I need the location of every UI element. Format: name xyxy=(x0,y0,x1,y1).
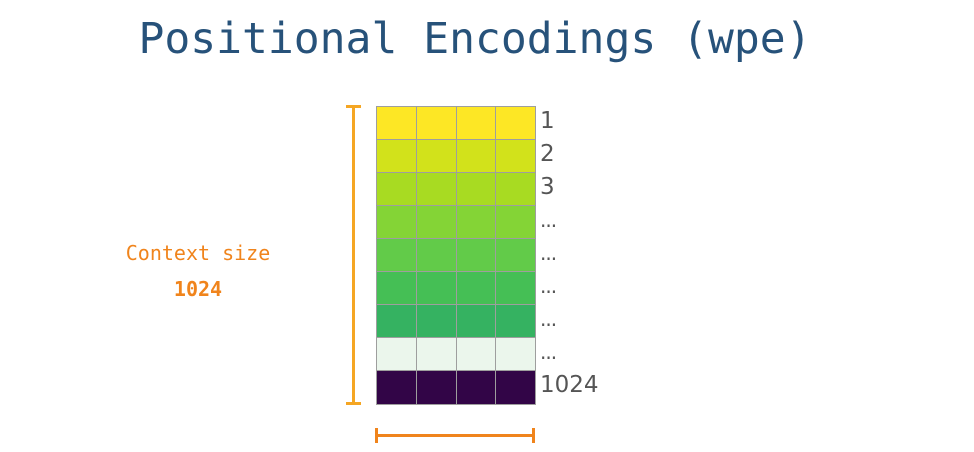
horizontal-bracket-left-cap xyxy=(375,428,378,443)
matrix-cell xyxy=(455,271,497,306)
row-label: ... xyxy=(540,274,557,298)
page-title: Positional Encodings (wpe) xyxy=(138,14,812,64)
row-label: 2 xyxy=(540,141,555,167)
matrix-cell xyxy=(415,139,457,174)
matrix-cell xyxy=(455,337,497,372)
matrix-cell xyxy=(455,106,497,141)
matrix-row xyxy=(376,238,536,273)
matrix-cell xyxy=(415,304,457,339)
matrix-cell xyxy=(455,370,497,405)
row-label: ... xyxy=(540,208,557,232)
matrix-cell xyxy=(415,205,457,240)
matrix-cell xyxy=(455,172,497,207)
matrix-cell xyxy=(376,139,417,174)
matrix-row xyxy=(376,271,536,306)
matrix-cell xyxy=(415,370,457,405)
matrix-cell xyxy=(455,139,497,174)
matrix-cell xyxy=(495,337,536,372)
vertical-bracket-bottom-cap xyxy=(346,402,361,405)
matrix-cell xyxy=(495,139,536,174)
row-label: 1 xyxy=(540,108,555,134)
row-labels: 1 2 3............... 1024 xyxy=(540,105,599,402)
horizontal-bracket-right-cap xyxy=(532,428,535,443)
matrix-row xyxy=(376,370,536,405)
matrix-cell xyxy=(415,337,457,372)
matrix-cell xyxy=(495,304,536,339)
context-size-value: 1024 xyxy=(173,277,223,301)
matrix-cell xyxy=(455,304,497,339)
matrix-cell xyxy=(495,271,536,306)
matrix-row xyxy=(376,337,536,372)
matrix-cell xyxy=(376,304,417,339)
matrix-cell xyxy=(376,172,417,207)
matrix-cell xyxy=(376,238,417,273)
horizontal-bracket-line xyxy=(376,434,534,437)
matrix-cell xyxy=(495,205,536,240)
matrix-cell xyxy=(415,172,457,207)
matrix-row xyxy=(376,139,536,174)
matrix-cell xyxy=(376,205,417,240)
context-size-label: Context size xyxy=(125,241,271,265)
matrix-cell xyxy=(376,370,417,405)
row-label: 1024 xyxy=(540,372,599,398)
matrix-cell xyxy=(455,238,497,273)
matrix-cell xyxy=(495,238,536,273)
matrix-cell xyxy=(376,106,417,141)
matrix-row xyxy=(376,304,536,339)
matrix-cell xyxy=(495,370,536,405)
matrix-cell xyxy=(455,205,497,240)
matrix-cell xyxy=(376,337,417,372)
row-label: ... xyxy=(540,340,557,364)
matrix-row xyxy=(376,172,536,207)
vertical-bracket-line xyxy=(352,106,355,405)
matrix-cell xyxy=(415,106,457,141)
matrix-cell xyxy=(415,271,457,306)
row-label: ... xyxy=(540,307,557,331)
row-label: ... xyxy=(540,241,557,265)
matrix-row xyxy=(376,205,536,240)
row-label: 3 xyxy=(540,174,555,200)
matrix-cell xyxy=(376,271,417,306)
matrix-cell xyxy=(495,172,536,207)
matrix-cell xyxy=(415,238,457,273)
matrix-cell xyxy=(495,106,536,141)
embedding-matrix xyxy=(376,106,536,405)
matrix-row xyxy=(376,106,536,141)
vertical-bracket-top-cap xyxy=(346,105,361,108)
